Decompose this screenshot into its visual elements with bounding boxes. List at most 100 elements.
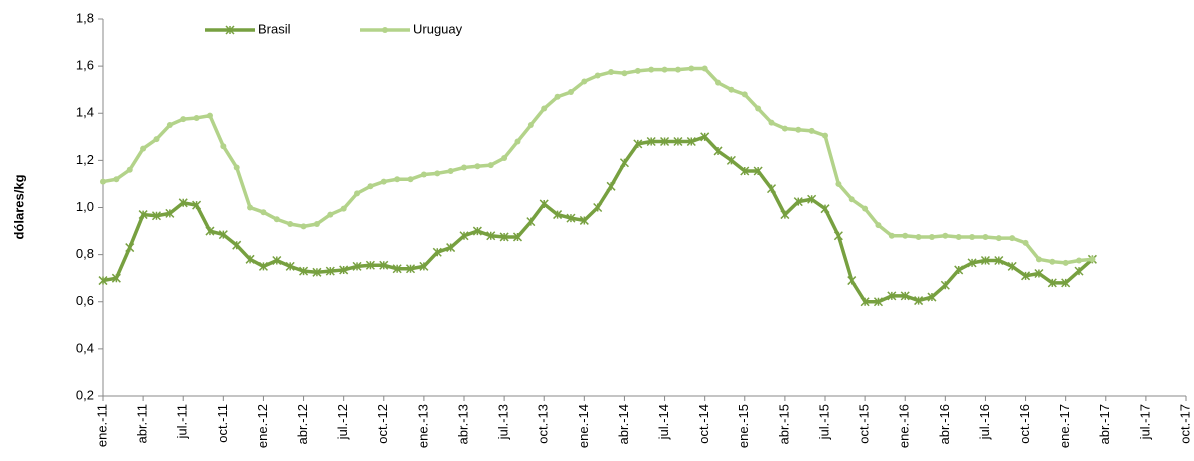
marker: [862, 205, 869, 212]
y-tick-label: 0,2: [76, 387, 94, 402]
marker: [272, 255, 282, 266]
marker: [541, 105, 548, 112]
marker: [420, 171, 427, 178]
marker: [499, 232, 509, 242]
marker: [1062, 259, 1069, 266]
marker: [674, 66, 681, 73]
marker: [526, 217, 536, 227]
marker: [472, 226, 482, 236]
marker: [461, 164, 467, 171]
x-tick-label: ene.-15: [736, 404, 751, 448]
x-tick-label: ene.-14: [576, 404, 591, 448]
marker: [206, 112, 213, 119]
x-tick-label: abr.-15: [776, 404, 791, 444]
x-tick-label: oct.-12: [375, 404, 390, 444]
marker: [581, 78, 588, 85]
marker: [793, 197, 803, 207]
y-tick-label: 1,6: [76, 58, 94, 73]
marker: [954, 265, 964, 275]
marker: [1034, 268, 1044, 279]
marker: [379, 260, 389, 270]
legend-label: Uruguay: [413, 21, 463, 36]
marker: [232, 240, 242, 250]
marker: [995, 235, 1002, 242]
x-tick-label: jul.-14: [656, 404, 671, 440]
marker: [648, 66, 655, 73]
marker: [553, 210, 563, 220]
marker: [887, 291, 897, 301]
marker: [111, 273, 121, 283]
y-tick-label: 0,8: [76, 246, 94, 261]
x-tick-label: ene.-11: [94, 404, 109, 447]
marker: [660, 136, 670, 147]
x-tick-label: ene.-13: [415, 404, 430, 448]
marker: [621, 70, 628, 77]
marker: [982, 233, 989, 240]
marker: [100, 178, 106, 185]
marker: [688, 65, 695, 72]
marker: [753, 166, 763, 176]
marker: [419, 261, 429, 271]
legend-marker: [382, 27, 388, 33]
marker: [394, 176, 401, 183]
marker: [138, 210, 148, 220]
x-tick-label: oct.-11: [215, 404, 230, 443]
marker: [860, 297, 870, 307]
marker: [822, 132, 828, 139]
marker: [501, 155, 508, 162]
marker: [258, 261, 268, 271]
marker: [781, 125, 788, 132]
x-tick-label: jul.-15: [816, 404, 831, 440]
marker: [514, 138, 521, 145]
marker: [192, 200, 202, 210]
marker: [593, 202, 603, 213]
marker: [247, 204, 254, 211]
marker: [619, 158, 629, 168]
marker: [1007, 261, 1017, 271]
marker: [969, 233, 976, 240]
marker: [915, 233, 922, 240]
marker: [847, 276, 857, 286]
marker: [606, 181, 616, 191]
marker: [193, 114, 200, 121]
marker: [140, 145, 147, 152]
marker: [554, 93, 561, 100]
x-tick-label: jul.-13: [496, 404, 511, 440]
x-tick-label: oct.-17: [1177, 404, 1192, 444]
x-tick-label: oct.-15: [857, 404, 872, 444]
marker: [432, 247, 442, 257]
marker: [273, 216, 280, 223]
marker: [900, 291, 910, 301]
marker: [700, 132, 710, 142]
marker: [928, 233, 935, 240]
series-line: [102, 135, 1094, 304]
x-tick-label: ene.-16: [897, 404, 912, 448]
marker: [766, 184, 777, 194]
marker: [354, 190, 361, 197]
marker: [807, 194, 817, 204]
y-tick-label: 1,4: [76, 105, 94, 120]
x-tick-label: abr.-17: [1097, 404, 1112, 444]
marker: [888, 232, 895, 239]
marker: [940, 280, 950, 290]
marker: [715, 79, 722, 86]
marker: [392, 264, 402, 274]
marker: [539, 199, 549, 209]
marker: [980, 255, 990, 266]
x-tick-label: oct.-13: [536, 404, 551, 444]
marker: [405, 264, 416, 274]
marker: [486, 231, 496, 241]
marker: [1047, 278, 1057, 288]
marker: [165, 208, 175, 218]
marker: [113, 176, 120, 183]
marker: [594, 72, 601, 79]
marker: [755, 105, 762, 112]
marker: [180, 116, 187, 123]
marker: [740, 166, 750, 176]
marker: [300, 223, 307, 230]
marker: [808, 127, 815, 134]
y-tick-label: 0,6: [76, 293, 94, 308]
marker: [608, 69, 615, 76]
